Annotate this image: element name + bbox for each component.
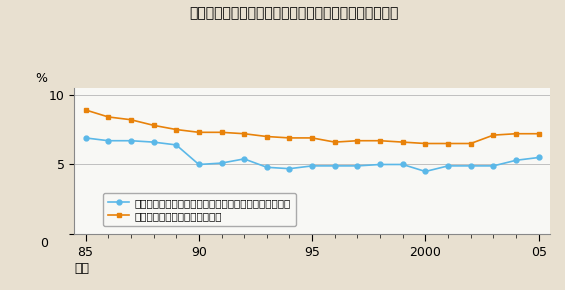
空港使用料収入／（インフラ資産＋その他の行政財産）: [128, 139, 134, 142]
Text: 0: 0: [40, 237, 48, 250]
Legend: 空港使用料収入／（インフラ資産＋その他の行政財産）, 空港使用料収入／インフラ資産: 空港使用料収入／（インフラ資産＋その他の行政財産）, 空港使用料収入／インフラ資…: [103, 193, 296, 226]
空港使用料収入／インフラ資産: [308, 136, 315, 140]
空港使用料収入／（インフラ資産＋その他の行政財産）: [332, 164, 338, 168]
空港使用料収入／（インフラ資産＋その他の行政財産）: [399, 163, 406, 166]
空港使用料収入／（インフラ資産＋その他の行政財産）: [422, 170, 429, 173]
空港使用料収入／インフラ資産: [512, 132, 519, 135]
空港使用料収入／インフラ資産: [195, 130, 202, 134]
空港使用料収入／（インフラ資産＋その他の行政財産）: [308, 164, 315, 168]
空港使用料収入／インフラ資産: [105, 115, 112, 119]
空港使用料収入／（インフラ資産＋その他の行政財産）: [377, 163, 384, 166]
空港使用料収入／インフラ資産: [128, 118, 134, 122]
空港使用料収入／インフラ資産: [535, 132, 542, 135]
空港使用料収入／（インフラ資産＋その他の行政財産）: [105, 139, 112, 142]
空港使用料収入／（インフラ資産＋その他の行政財産）: [241, 157, 247, 161]
空港使用料収入／（インフラ資産＋その他の行政財産）: [286, 167, 293, 171]
空港使用料収入／インフラ資産: [467, 142, 474, 145]
空港使用料収入／（インフラ資産＋その他の行政財産）: [467, 164, 474, 168]
Text: %: %: [35, 72, 47, 85]
空港使用料収入／インフラ資産: [445, 142, 451, 145]
空港使用料収入／（インフラ資産＋その他の行政財産）: [354, 164, 361, 168]
空港使用料収入／インフラ資産: [332, 140, 338, 144]
空港使用料収入／（インフラ資産＋その他の行政財産）: [82, 136, 89, 140]
空港使用料収入／インフラ資産: [218, 130, 225, 134]
Line: 空港使用料収入／インフラ資産: 空港使用料収入／インフラ資産: [83, 108, 541, 146]
空港使用料収入／（インフラ資産＋その他の行政財産）: [263, 166, 270, 169]
空港使用料収入／（インフラ資産＋その他の行政財産）: [173, 143, 180, 147]
Line: 空港使用料収入／（インフラ資産＋その他の行政財産）: 空港使用料収入／（インフラ資産＋その他の行政財産）: [83, 135, 541, 174]
空港使用料収入／インフラ資産: [422, 142, 429, 145]
空港使用料収入／インフラ資産: [377, 139, 384, 142]
Text: 図表２：空港整備特別会計の資産に対する収益率の推移: 図表２：空港整備特別会計の資産に対する収益率の推移: [189, 6, 398, 20]
空港使用料収入／（インフラ資産＋その他の行政財産）: [535, 156, 542, 159]
空港使用料収入／（インフラ資産＋その他の行政財産）: [218, 161, 225, 165]
空港使用料収入／インフラ資産: [173, 128, 180, 131]
空港使用料収入／インフラ資産: [354, 139, 361, 142]
空港使用料収入／インフラ資産: [399, 140, 406, 144]
空港使用料収入／インフラ資産: [286, 136, 293, 140]
空港使用料収入／（インフラ資産＋その他の行政財産）: [490, 164, 497, 168]
空港使用料収入／インフラ資産: [490, 133, 497, 137]
空港使用料収入／（インフラ資産＋その他の行政財産）: [195, 163, 202, 166]
空港使用料収入／（インフラ資産＋その他の行政財産）: [445, 164, 451, 168]
空港使用料収入／（インフラ資産＋その他の行政財産）: [512, 159, 519, 162]
空港使用料収入／インフラ資産: [150, 124, 157, 127]
空港使用料収入／インフラ資産: [82, 108, 89, 112]
空港使用料収入／インフラ資産: [241, 132, 247, 135]
X-axis label: 年度: 年度: [74, 262, 89, 275]
空港使用料収入／インフラ資産: [263, 135, 270, 138]
空港使用料収入／（インフラ資産＋その他の行政財産）: [150, 140, 157, 144]
